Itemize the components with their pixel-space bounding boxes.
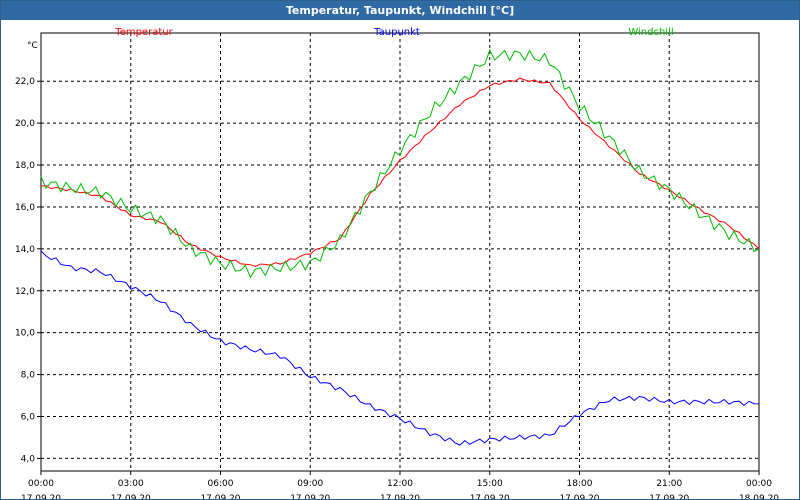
y-tick-label: 4,0 (21, 454, 36, 464)
x-tick-time-label: 00:00 (28, 479, 54, 489)
y-tick-label: 22,0 (15, 77, 35, 87)
legend-entry-temperatur: Temperatur (114, 27, 173, 38)
x-tick-date-label: 18.09.20 (739, 494, 779, 499)
y-tick-label: 6,0 (21, 413, 36, 423)
x-tick-time-label: 21:00 (656, 479, 682, 489)
x-tick-date-label: 17.09.20 (470, 494, 510, 499)
x-tick-date-label: 17.09.20 (380, 494, 420, 499)
x-tick-date-label: 17.09.20 (559, 494, 599, 499)
x-tick-time-label: 00:00 (746, 479, 772, 489)
series-line-temperatur (40, 77, 760, 268)
x-tick-date-label: 17.09.20 (111, 494, 151, 499)
legend-entry-windchill: Windchill (628, 27, 673, 38)
y-tick-label: 14,0 (15, 245, 35, 255)
y-tick-label: 18,0 (15, 161, 35, 171)
x-tick-date-label: 17.09.20 (200, 494, 240, 499)
y-tick-label: 12,0 (15, 287, 35, 297)
y-tick-label: 20,0 (15, 119, 35, 129)
x-tick-time-label: 18:00 (567, 479, 593, 489)
y-tick-label: 16,0 (15, 203, 35, 213)
y-tick-label: 10,0 (15, 329, 35, 339)
window-title: Temperatur, Taupunkt, Windchill [°C] (1, 1, 799, 20)
y-unit-label: °C (27, 41, 38, 51)
y-tick-label: 8,0 (21, 371, 36, 381)
x-tick-date-label: 17.09.20 (290, 494, 330, 499)
series-line-taupunkt (40, 250, 760, 446)
series-line-windchill (40, 48, 760, 279)
x-tick-time-label: 06:00 (208, 479, 234, 489)
legend-entry-taupunkt: Taupunkt (373, 27, 420, 38)
x-tick-time-label: 12:00 (387, 479, 413, 489)
x-tick-time-label: 09:00 (297, 479, 323, 489)
x-tick-time-label: 03:00 (118, 479, 144, 489)
x-tick-time-label: 15:00 (477, 479, 503, 489)
x-tick-date-label: 17.09.20 (649, 494, 689, 499)
line-chart: °C 4,0 6,0 8,0 10,0 12,0 14,0 16,0 18,0 20,0 22,0 0… (15, 27, 779, 499)
x-tick-date-label: 17.09.20 (21, 494, 61, 499)
